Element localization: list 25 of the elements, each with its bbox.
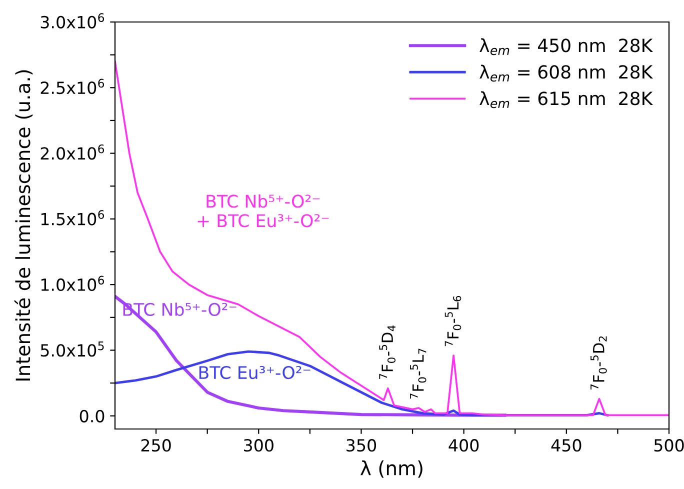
annotation: $^{7}$F$_{0}$-$^{5}$L$_{7}$ (410, 348, 426, 399)
annotation: BTC Nb⁵⁺-O²⁻ + BTC Eu³⁺-O²⁻ (198, 194, 329, 228)
x-axis-title: λ (nm) (360, 460, 422, 478)
annotation: $^{7}$F$_{0}$-$^{5}$D$_{2}$ (590, 336, 607, 390)
annotation: $^{7}$F$_{0}$-$^{5}$L$_{6}$ (444, 296, 462, 346)
x-tick-label: 400 (448, 439, 479, 452)
x-tick-label: 300 (244, 439, 274, 452)
legend-label: λ$_{em}$ = 615 nm 28K (480, 91, 654, 108)
y-tick-label: 1.5x10$^{6}$ (41, 210, 104, 226)
y-tick-label: 0.0 (80, 410, 104, 422)
line-series (115, 60, 669, 416)
x-tick-label: 500 (654, 439, 684, 452)
x-tick-label: 250 (141, 439, 171, 452)
y-tick-label: 5.0x10$^{5}$ (40, 342, 104, 357)
annotation: BTC Eu³⁺-O²⁻ (199, 366, 310, 380)
y-tick-label: 1.0x10$^{6}$ (41, 276, 104, 292)
y-tick-label: 3.0x10$^{6}$ (40, 13, 104, 28)
x-tick-label: 350 (346, 439, 376, 452)
y-axis-title: Intensité de luminescence (u.a.) (14, 70, 33, 381)
y-tick-label: 2.5x10$^{6}$ (40, 78, 104, 94)
x-tick-label: 450 (551, 439, 582, 452)
legend-label: λ$_{em}$ = 450 nm 28K (480, 38, 654, 56)
y-tick-label: 2.0x10$^{6}$ (40, 144, 104, 160)
legend-label: λ$_{em}$ = 608 nm 28K (480, 64, 654, 82)
annotation: $^{7}$F$_{0}$-$^{5}$D$_{4}$ (379, 325, 396, 379)
